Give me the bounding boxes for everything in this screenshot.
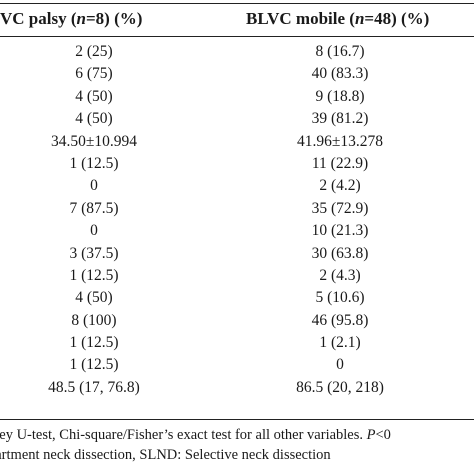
vc-palsy-cell: 2 (25) bbox=[75, 43, 113, 60]
table-body: 2 (25) 8 (16.7) 6 (75) 40 (83.3) 4 (50) 9 (… bbox=[0, 41, 474, 399]
vc-palsy-cell: 7 (87.5) bbox=[69, 199, 119, 217]
blvc-mobile-cell: 0 bbox=[336, 356, 344, 374]
table-row: 34.50±10.994 41.96±13.278 bbox=[0, 131, 474, 153]
table-header-rule bbox=[0, 36, 474, 37]
blvc-mobile-cell: 10 (21.3) bbox=[311, 222, 369, 240]
table-row: 1 (12.5) 11 (22.9) bbox=[0, 153, 474, 175]
table-bottom-rule bbox=[0, 419, 474, 420]
blvc-mobile-cell: 86.5 (20, 218) bbox=[296, 378, 384, 396]
blvc-mobile-cell: 2 (4.3) bbox=[319, 266, 361, 284]
table-row: 0 2 (4.2) bbox=[0, 175, 474, 197]
blvc-mobile-cell: 5 (10.6) bbox=[315, 289, 365, 307]
vc-palsy-cell: 6 (75) bbox=[75, 65, 113, 83]
column-header-blvc-mobile: BLVC mobile (n=48) (%) bbox=[246, 9, 430, 28]
table-footnotes: tney U-test, Chi-square/Fisher’s exact t… bbox=[0, 425, 474, 465]
table-row: 1 (12.5) 1 (2.1) bbox=[0, 332, 474, 354]
table-row: 4 (50) 39 (81.2) bbox=[0, 108, 474, 130]
vc-palsy-cell: 1 (12.5) bbox=[69, 154, 119, 172]
blvc-mobile-cell: 30 (63.8) bbox=[311, 244, 369, 262]
blvc-mobile-cell: 41.96±13.278 bbox=[296, 132, 383, 150]
blvc-mobile-cell: 8 (16.7) bbox=[315, 43, 365, 60]
table-row: 2 (25) 8 (16.7) bbox=[0, 41, 474, 63]
table-row: 4 (50) 9 (18.8) bbox=[0, 86, 474, 108]
vc-palsy-cell: 0 bbox=[90, 222, 98, 240]
vc-palsy-cell: 3 (37.5) bbox=[69, 244, 119, 262]
table-row: 0 10 (21.3) bbox=[0, 220, 474, 242]
vc-palsy-cell: 4 (50) bbox=[75, 289, 113, 307]
blvc-mobile-cell: 2 (4.2) bbox=[319, 177, 361, 195]
blvc-mobile-cell: 11 (22.9) bbox=[311, 154, 369, 172]
table-row: 48.5 (17, 76.8) 86.5 (20, 218) bbox=[0, 377, 474, 399]
blvc-mobile-cell: 35 (72.9) bbox=[311, 199, 369, 217]
vc-palsy-cell: 1 (12.5) bbox=[69, 334, 119, 352]
table-row: 1 (12.5) 2 (4.3) bbox=[0, 265, 474, 287]
footnote-line-tests: tney U-test, Chi-square/Fisher’s exact t… bbox=[0, 427, 391, 443]
blvc-mobile-cell: 40 (83.3) bbox=[311, 65, 369, 83]
blvc-mobile-cell: 39 (81.2) bbox=[311, 110, 369, 128]
vc-palsy-cell: 4 (50) bbox=[75, 110, 113, 128]
table-header-row: VC palsy (n=8) (%) BLVC mobile (n=48) (%… bbox=[0, 4, 474, 34]
vc-palsy-cell: 48.5 (17, 76.8) bbox=[48, 378, 140, 396]
table-row: 7 (87.5) 35 (72.9) bbox=[0, 198, 474, 220]
vc-palsy-cell: 1 (12.5) bbox=[69, 356, 119, 374]
table-top-rule bbox=[0, 3, 474, 4]
table-row: 1 (12.5) 0 bbox=[0, 354, 474, 376]
vc-palsy-cell: 34.50±10.994 bbox=[50, 132, 137, 150]
table-row: 4 (50) 5 (10.6) bbox=[0, 287, 474, 309]
table-row: 3 (37.5) 30 (63.8) bbox=[0, 243, 474, 265]
vc-palsy-cell: 1 (12.5) bbox=[69, 266, 119, 284]
table-row: 6 (75) 40 (83.3) bbox=[0, 63, 474, 85]
blvc-mobile-cell: 46 (95.8) bbox=[311, 311, 369, 329]
table-row: 8 (100) 46 (95.8) bbox=[0, 310, 474, 332]
vc-palsy-cell: 8 (100) bbox=[71, 311, 117, 329]
blvc-mobile-cell: 9 (18.8) bbox=[315, 87, 365, 105]
blvc-mobile-cell: 1 (2.1) bbox=[319, 334, 361, 352]
footnote-line-abbreviations: partment neck dissection, SLND: Selectiv… bbox=[0, 447, 331, 463]
column-header-vc-palsy: VC palsy (n=8) (%) bbox=[0, 9, 143, 28]
vc-palsy-cell: 0 bbox=[90, 177, 98, 195]
vc-palsy-cell: 4 (50) bbox=[75, 87, 113, 105]
